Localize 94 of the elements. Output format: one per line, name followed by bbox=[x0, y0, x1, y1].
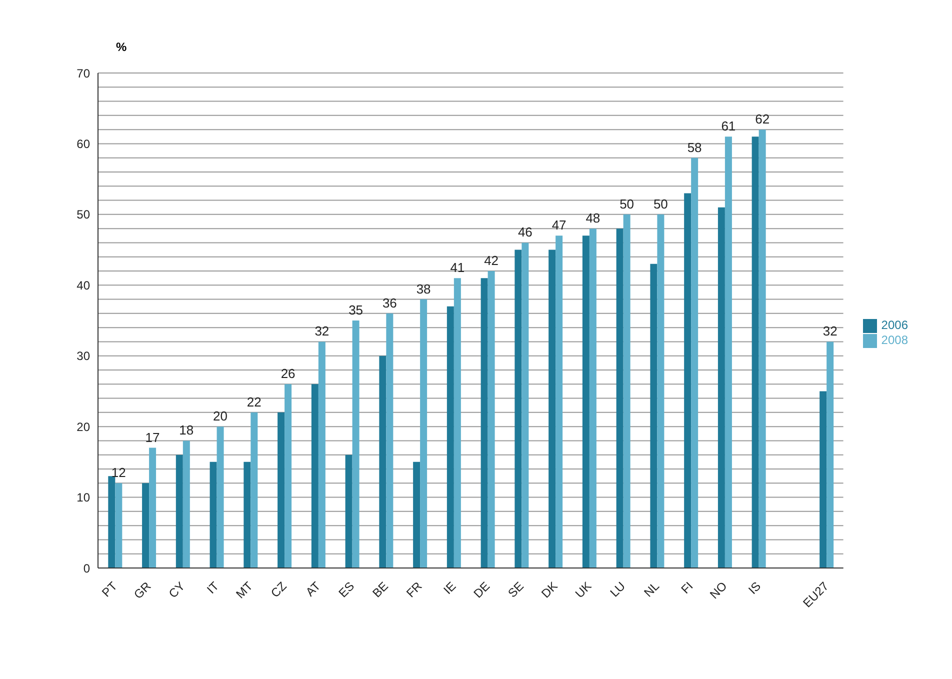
x-tick-label: CZ bbox=[268, 579, 290, 600]
data-label: 17 bbox=[145, 430, 160, 445]
bar bbox=[650, 264, 658, 568]
data-label: 35 bbox=[348, 302, 364, 318]
data-label: 50 bbox=[620, 196, 634, 212]
bar bbox=[413, 462, 420, 568]
bar bbox=[345, 454, 352, 568]
y-tick-label: 0 bbox=[83, 561, 90, 576]
bar bbox=[318, 342, 326, 568]
y-tick-label: 30 bbox=[76, 349, 90, 364]
x-tick-label: NL bbox=[641, 578, 662, 600]
bar bbox=[250, 412, 258, 568]
data-label: 20 bbox=[213, 408, 228, 424]
x-tick-label: DE bbox=[470, 579, 493, 601]
bar bbox=[216, 426, 224, 568]
x-tick-label: BE bbox=[370, 579, 391, 600]
data-label: 50 bbox=[653, 196, 668, 212]
y-tick-label: 50 bbox=[76, 208, 90, 222]
y-tick-label: 20 bbox=[76, 420, 90, 434]
data-label: 62 bbox=[755, 112, 770, 127]
data-label: 46 bbox=[518, 224, 532, 240]
y-tick-label: 10 bbox=[76, 490, 90, 505]
bar bbox=[589, 228, 596, 568]
data-label: 32 bbox=[314, 324, 330, 339]
bar bbox=[488, 271, 495, 568]
y-axis-title: % bbox=[116, 40, 127, 54]
bar bbox=[616, 228, 624, 568]
x-tick-label: UK bbox=[572, 579, 594, 601]
x-tick-label: IT bbox=[204, 578, 222, 596]
bar bbox=[480, 278, 488, 568]
x-tick-label: IE bbox=[440, 579, 459, 597]
bar bbox=[386, 313, 394, 568]
bar bbox=[210, 462, 217, 568]
data-label: 42 bbox=[484, 253, 499, 268]
bar bbox=[684, 193, 692, 568]
x-tick-label: FR bbox=[404, 578, 426, 600]
data-label: 47 bbox=[552, 218, 566, 233]
bar bbox=[514, 250, 522, 568]
bar bbox=[657, 214, 664, 568]
legend-label: 2006 bbox=[881, 318, 908, 332]
data-label: 22 bbox=[246, 394, 262, 410]
x-tick-label: IS bbox=[746, 579, 764, 597]
bar bbox=[244, 462, 251, 568]
bar bbox=[182, 440, 190, 568]
data-label: 41 bbox=[450, 260, 465, 276]
bar bbox=[758, 130, 766, 568]
data-label: 38 bbox=[416, 281, 431, 296]
data-label: 26 bbox=[280, 366, 296, 382]
bar bbox=[379, 356, 386, 568]
bar bbox=[691, 158, 698, 568]
x-tick-label: CY bbox=[166, 579, 188, 601]
data-label: 32 bbox=[822, 324, 838, 339]
bar bbox=[311, 384, 318, 568]
bar bbox=[352, 320, 360, 568]
bar bbox=[820, 391, 827, 568]
bar bbox=[548, 250, 556, 568]
data-label: 12 bbox=[111, 465, 126, 480]
data-label: 58 bbox=[687, 140, 702, 155]
data-label: 18 bbox=[179, 422, 194, 438]
data-label: 36 bbox=[382, 295, 397, 310]
x-tick-label: FI bbox=[678, 579, 696, 596]
y-tick-label: 60 bbox=[76, 136, 90, 151]
x-tick-label: GR bbox=[131, 578, 154, 602]
x-tick-label: MT bbox=[233, 578, 256, 602]
data-label: 48 bbox=[586, 210, 600, 226]
bar bbox=[108, 476, 116, 568]
bar bbox=[522, 242, 529, 568]
bar bbox=[115, 483, 122, 568]
bar bbox=[724, 136, 732, 568]
x-tick-label: SE bbox=[505, 579, 526, 600]
bar bbox=[752, 136, 759, 568]
data-label: 61 bbox=[721, 118, 736, 134]
bar bbox=[718, 207, 725, 568]
bar bbox=[142, 483, 150, 568]
x-tick-label: PT bbox=[99, 578, 120, 600]
x-tick-label: LU bbox=[607, 579, 628, 600]
bar bbox=[284, 384, 292, 568]
bar bbox=[582, 236, 590, 568]
bar bbox=[149, 448, 156, 568]
bar bbox=[623, 214, 630, 568]
bar bbox=[446, 306, 454, 568]
x-tick-label: DK bbox=[538, 579, 560, 601]
bar bbox=[420, 299, 428, 568]
x-tick-label: ES bbox=[336, 579, 358, 600]
bar bbox=[454, 278, 461, 568]
bar bbox=[826, 342, 834, 568]
legend-label: 2008 bbox=[881, 333, 908, 347]
x-tick-label: NO bbox=[707, 579, 730, 602]
bar bbox=[556, 236, 563, 568]
bar bbox=[176, 454, 183, 568]
bar bbox=[278, 412, 285, 568]
y-tick-label: 40 bbox=[76, 278, 90, 292]
x-tick-label: AT bbox=[303, 578, 324, 600]
y-tick-label: 70 bbox=[76, 66, 90, 80]
